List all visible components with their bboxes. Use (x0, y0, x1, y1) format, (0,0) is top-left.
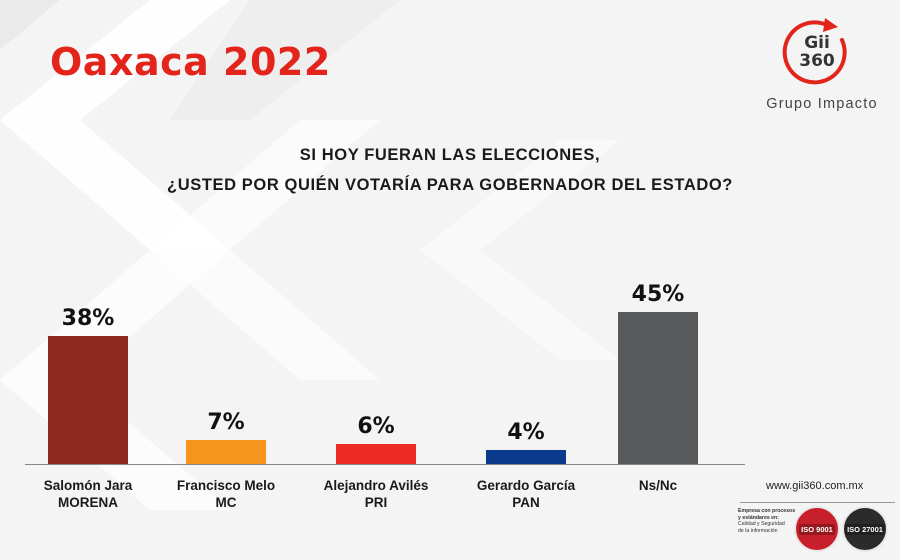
category-label-1: Salomón Jara MORENA (18, 477, 158, 511)
category-label-3: Alejandro Avilés PRI (306, 477, 446, 511)
question-line2: ¿USTED POR QUIÉN VOTARÍA PARA GOBERNADOR… (167, 176, 733, 194)
iso-9001-label: ISO 9001 (799, 523, 835, 535)
page-title: Oaxaca 2022 (50, 40, 331, 84)
category-name: Ns/Nc (638, 478, 678, 493)
certifications: Empresa con procesos y estándares en: Ca… (738, 502, 898, 552)
value-label-1: 38% (61, 305, 115, 331)
chart-baseline (25, 464, 745, 465)
category-label-5: Ns/Nc (588, 477, 728, 494)
logo-ring-icon (782, 18, 847, 85)
category-party: MC (215, 495, 237, 510)
value-label-2: 7% (207, 410, 245, 436)
bar-1 (48, 335, 128, 464)
iso-9001-seal-icon: ISO 9001 (794, 506, 840, 552)
value-label-4: 4% (507, 420, 545, 446)
bar-3 (336, 443, 416, 464)
value-label-5: 45% (631, 282, 685, 307)
category-party: MORENA (58, 495, 118, 510)
logo-line2: 360 (799, 51, 835, 71)
logo-line1: Gii (804, 33, 830, 53)
logo-text: Gii 360 (790, 34, 844, 70)
iso-27001-label: ISO 27001 (845, 523, 885, 535)
category-name: Salomón Jara (43, 478, 133, 493)
question-line1: SI HOY FUERAN LAS ELECCIONES, (299, 146, 601, 164)
bar-4 (486, 450, 566, 464)
gii360-logo: Gii 360 Grupo Impacto (760, 18, 890, 118)
website-url: www.gii360.com.mx (766, 480, 864, 492)
survey-question: SI HOY FUERAN LAS ELECCIONES, ¿USTED POR… (0, 140, 900, 200)
iso-27001-seal-icon: ISO 27001 (842, 506, 888, 552)
cert-divider (740, 502, 895, 503)
category-party: PRI (364, 495, 388, 510)
bar-5 (618, 312, 698, 464)
cert-line4: de la información (738, 527, 778, 534)
category-name: Francisco Melo (176, 478, 276, 493)
logo-subtitle: Grupo Impacto (766, 96, 878, 112)
value-label-3: 6% (357, 413, 395, 439)
cert-line3: Calidad y Seguridad (738, 521, 785, 527)
cert-line1: Empresa con procesos (738, 508, 796, 514)
category-name: Gerardo García (476, 478, 576, 493)
category-label-2: Francisco Melo MC (156, 477, 296, 511)
bar-2 (186, 440, 266, 464)
cert-line2: y estándares en: (738, 514, 779, 521)
category-label-4: Gerardo García PAN (456, 477, 596, 511)
cert-text: Empresa con procesos y estándares en: Ca… (738, 508, 798, 534)
category-party: PAN (512, 495, 540, 510)
category-name: Alejandro Avilés (323, 478, 429, 493)
